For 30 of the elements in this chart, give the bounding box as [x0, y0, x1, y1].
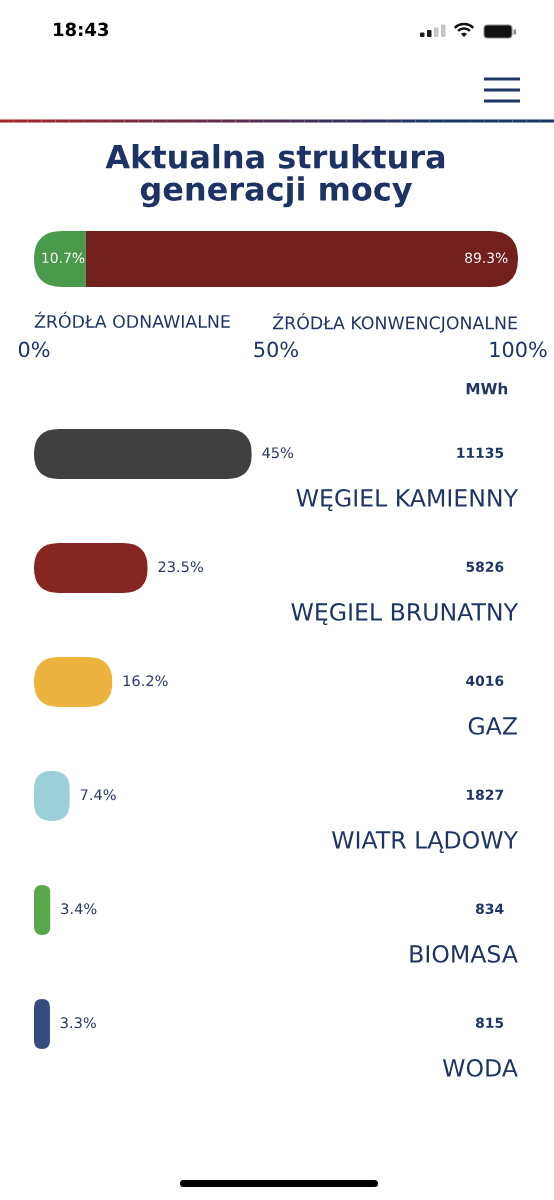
data-label: 45% — [262, 447, 294, 459]
annotation: 815 — [475, 1017, 504, 1029]
annotation: 1827 — [467, 789, 504, 801]
bar — [34, 543, 148, 593]
annotation: 11135 — [457, 447, 504, 459]
data-label: 7.4% — [80, 789, 116, 801]
annotation: 4016 — [466, 675, 504, 687]
category-label: WĘGIEL BRUNATNY — [291, 602, 519, 626]
category-label: BIOMASA — [410, 944, 518, 963]
series-label: ŹRÓDŁA KONWENCJONALNE — [273, 313, 517, 333]
data-label: 10.7% — [42, 252, 85, 264]
data-label: 3.3% — [60, 1017, 96, 1029]
category-label: GAZ — [468, 716, 517, 735]
data-label: 3.4% — [61, 903, 97, 915]
data-label: 23.5% — [158, 561, 203, 573]
x-tick-label: 50% — [254, 341, 298, 358]
x-tick-label: 0% — [18, 341, 50, 358]
category-label: WODA — [442, 1058, 518, 1077]
bar — [34, 429, 252, 479]
chart-title: Aktualna struktura generacji mocy — [105, 144, 445, 208]
category-label: WĘGIEL KAMIENNY — [296, 488, 519, 512]
x-tick-label: 100% — [490, 341, 547, 358]
annotation: 5826 — [466, 561, 504, 573]
annotation: 834 — [475, 903, 504, 915]
category-label: WIATR LĄDOWY — [331, 830, 519, 854]
text: MWh — [466, 382, 508, 395]
data-label: 89.3% — [465, 252, 508, 264]
data-label: 16.2% — [123, 675, 168, 687]
text: 18:43 — [54, 22, 109, 37]
series-label: ŹRÓDŁA ODNAWIALNE — [34, 311, 230, 329]
